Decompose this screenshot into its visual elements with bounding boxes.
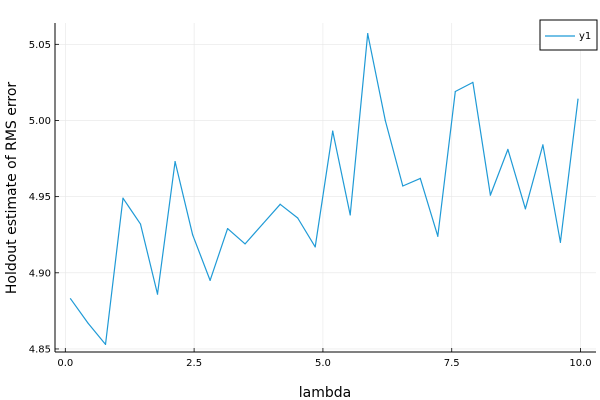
data-point bbox=[279, 203, 281, 205]
data-point bbox=[314, 246, 316, 248]
data-point bbox=[87, 322, 89, 324]
x-tick-label: 0.0 bbox=[57, 358, 73, 369]
data-point bbox=[384, 119, 386, 122]
legend-label-y1: y1 bbox=[579, 31, 591, 42]
x-tick-label: 2.5 bbox=[186, 358, 202, 369]
series-line-y1 bbox=[70, 33, 579, 345]
data-point bbox=[472, 81, 474, 84]
data-point bbox=[419, 177, 421, 179]
y-axis-label: Holdout estimate of RMS error bbox=[4, 82, 20, 295]
data-point bbox=[402, 185, 404, 187]
data-point bbox=[454, 90, 456, 93]
axes bbox=[54, 23, 596, 353]
data-point bbox=[104, 343, 107, 345]
x-tick-label: 10.0 bbox=[569, 358, 591, 369]
data-point bbox=[332, 130, 334, 132]
data-point bbox=[349, 214, 351, 216]
y-tick-label: 5.00 bbox=[29, 116, 51, 127]
y-tick-label: 4.95 bbox=[29, 192, 51, 203]
x-tick-label: 7.5 bbox=[444, 358, 460, 369]
data-point bbox=[227, 228, 229, 230]
x-tick-label: 5.0 bbox=[315, 358, 331, 369]
data-point bbox=[367, 33, 369, 35]
data-point bbox=[262, 223, 264, 225]
y-tick-label: 4.90 bbox=[29, 268, 51, 279]
series-layer bbox=[69, 33, 579, 345]
data-point bbox=[174, 161, 176, 163]
data-point bbox=[577, 98, 579, 100]
data-point bbox=[542, 144, 544, 146]
legend-box bbox=[539, 19, 598, 51]
x-axis-label: lambda bbox=[299, 385, 351, 400]
x-ticks: 0.0 2.5 5.0 7.5 10.0 bbox=[57, 348, 592, 369]
legend: y1 bbox=[539, 19, 598, 51]
data-point bbox=[244, 243, 246, 245]
data-point bbox=[69, 298, 72, 300]
data-point bbox=[437, 235, 439, 237]
grid bbox=[55, 23, 596, 352]
data-point bbox=[191, 234, 194, 236]
data-point bbox=[489, 194, 491, 196]
y-tick-label: 4.85 bbox=[29, 344, 51, 355]
data-point bbox=[209, 279, 211, 282]
y-tick-label: 5.05 bbox=[29, 40, 51, 51]
data-point bbox=[139, 223, 142, 225]
data-point bbox=[559, 241, 562, 243]
data-point bbox=[524, 208, 527, 210]
data-point bbox=[156, 293, 159, 295]
data-point bbox=[122, 197, 124, 199]
y-ticks: 4.85 4.90 4.95 5.00 5.05 bbox=[29, 40, 59, 355]
data-point bbox=[297, 217, 299, 219]
data-point bbox=[507, 148, 509, 151]
